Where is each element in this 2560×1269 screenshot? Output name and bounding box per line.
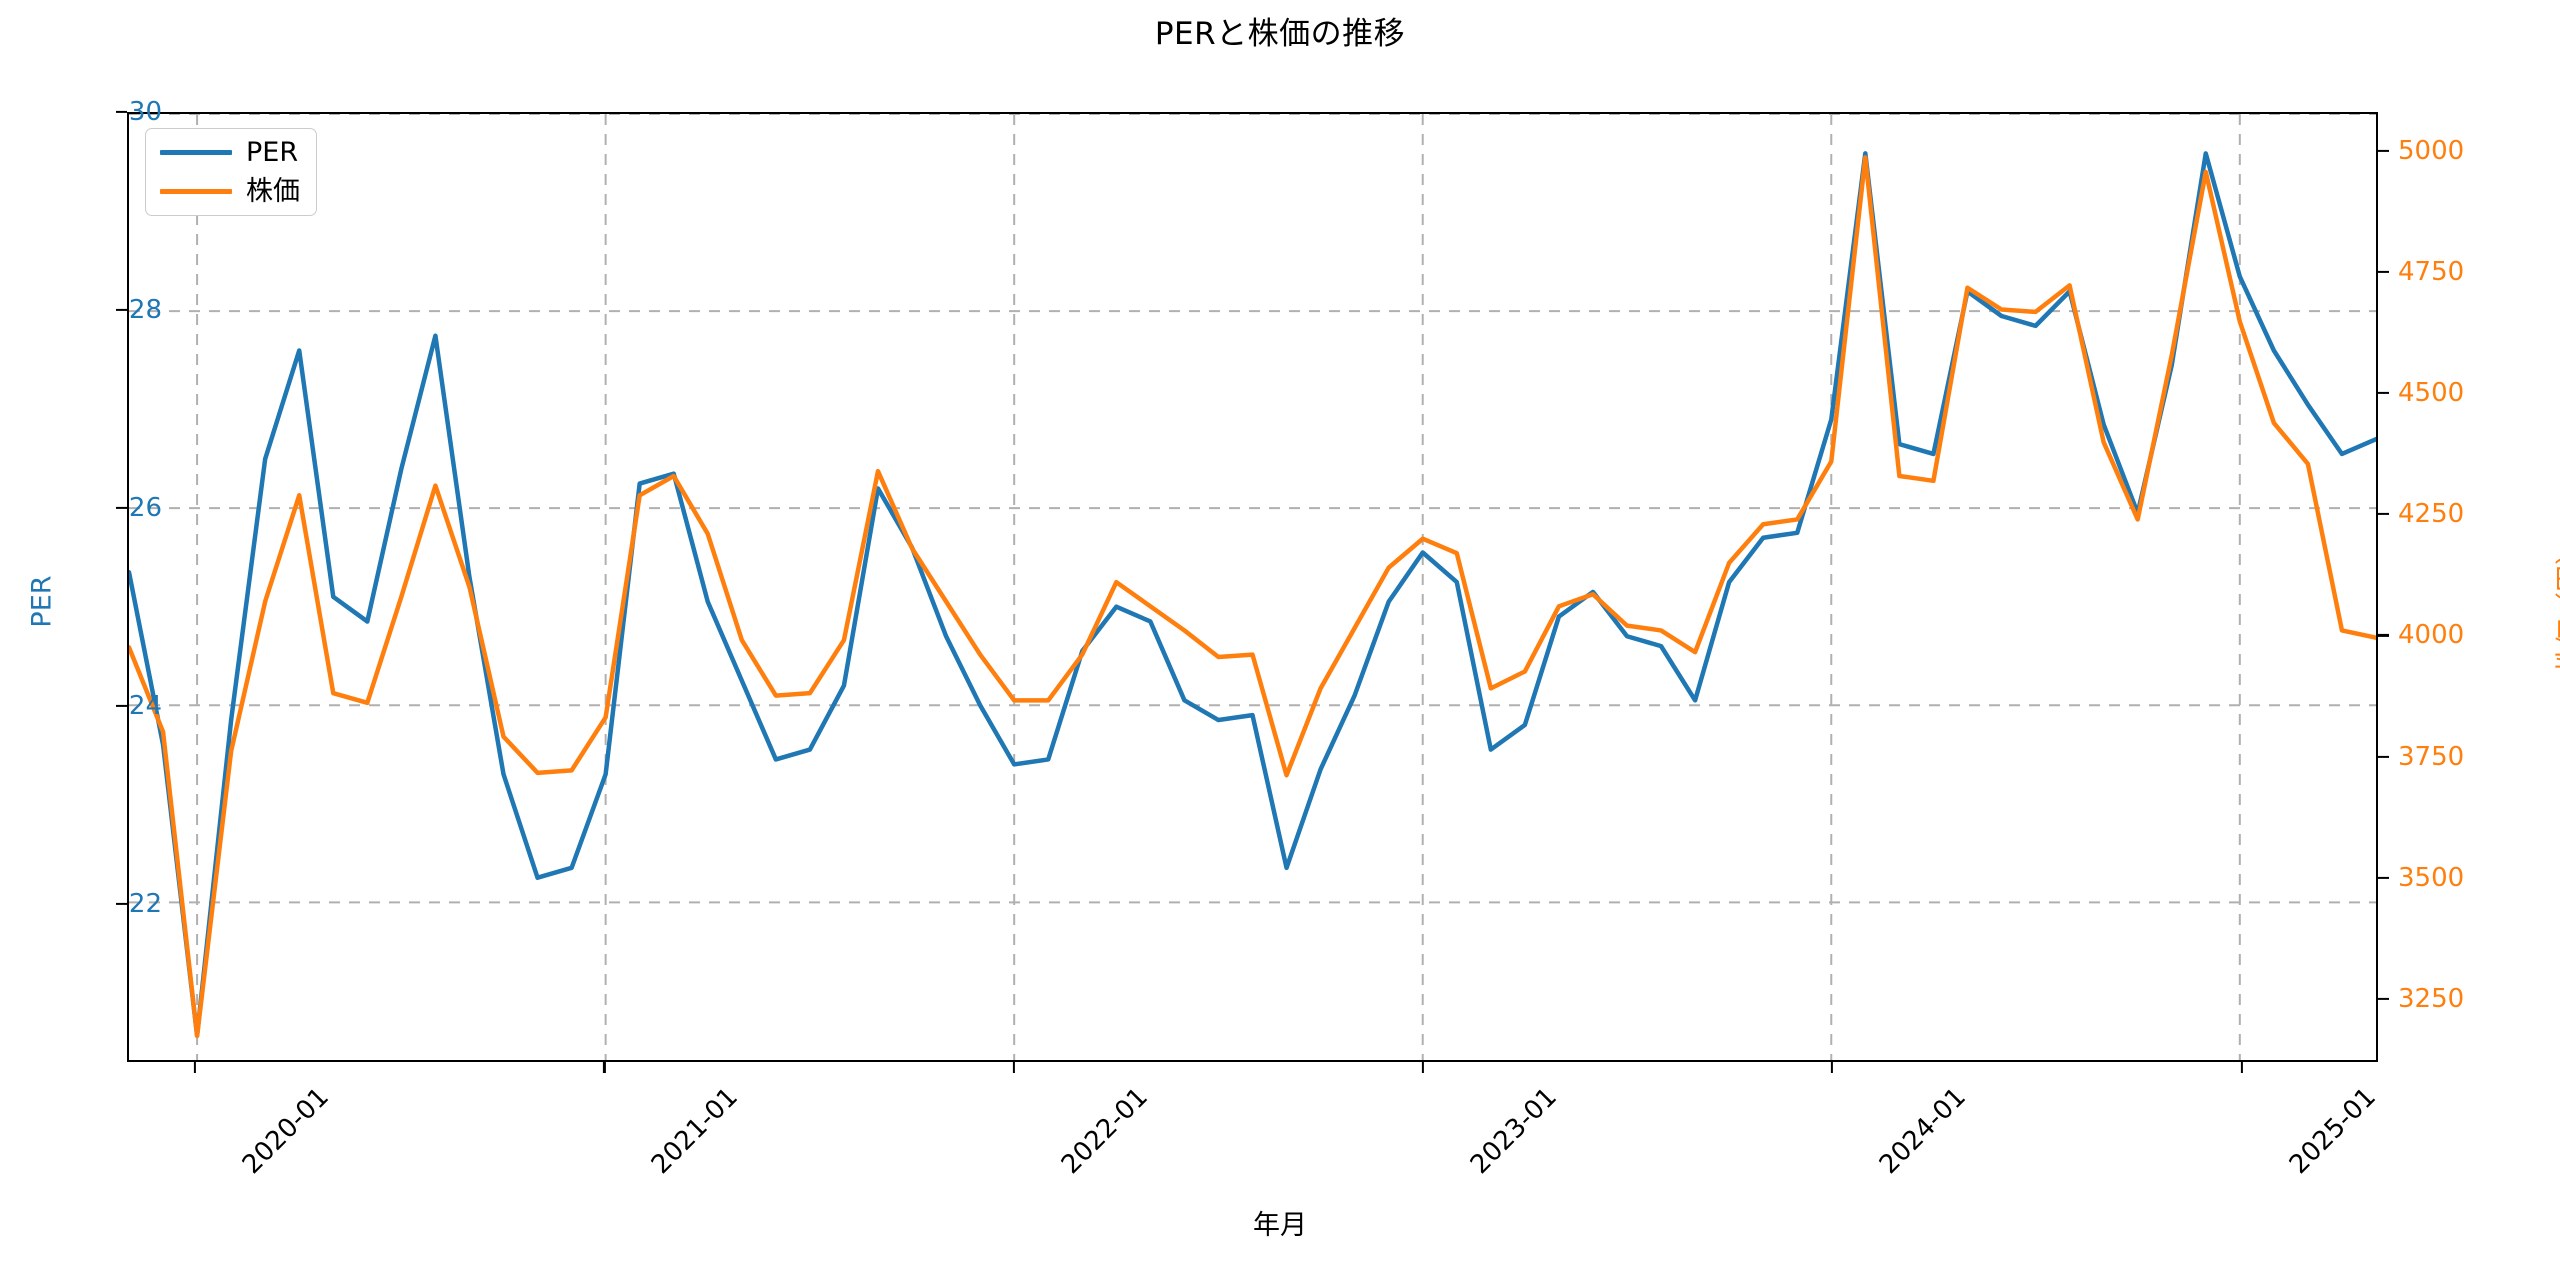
series-lines [129, 153, 2376, 1035]
y-axis-right-tick-mark [2378, 755, 2389, 758]
y-axis-left-tick-mark [116, 506, 127, 509]
x-axis-tick-mark [2240, 1062, 2243, 1073]
x-axis-tick-mark [1421, 1062, 1425, 1073]
y-axis-right-tick-mark [2378, 634, 2389, 637]
y-axis-right-tick-mark [2378, 149, 2389, 152]
y-axis-left-tick-mark [116, 308, 127, 311]
y-axis-left-tick-mark [116, 110, 127, 114]
y-axis-right-tick-label: 4250 [2398, 499, 2465, 530]
legend-item-per[interactable]: PER [160, 139, 300, 166]
legend-label-per: PER [246, 137, 299, 168]
x-axis-tick-label: 2020-01 [237, 1082, 336, 1181]
y-axis-left-tick-label: 26 [128, 492, 162, 523]
y-axis-right-tick-label: 5000 [2398, 135, 2465, 166]
legend-swatch-per [160, 150, 232, 155]
y-axis-left-tick-mark [116, 902, 127, 905]
x-axis-tick-label: 2023-01 [1464, 1082, 1563, 1181]
x-axis-tick-mark [1831, 1062, 1834, 1073]
y-axis-right-tick-mark [2378, 392, 2389, 395]
y-axis-right-tick-label: 3250 [2398, 983, 2465, 1014]
x-axis-tick-mark [194, 1062, 197, 1073]
y-axis-left-tick-label: 22 [128, 888, 162, 919]
chart-legend[interactable]: PER 株価 [145, 128, 317, 216]
plot-area [127, 112, 2378, 1062]
y-axis-left-tick-label: 24 [128, 690, 162, 721]
legend-swatch-kabuka [160, 189, 232, 194]
y-axis-left-tick-mark [116, 704, 127, 707]
y-axis-left-tick-label: 30 [128, 97, 162, 127]
y-axis-left-label: PER [26, 575, 58, 628]
y-axis-left-tick-label: 28 [128, 294, 162, 325]
y-axis-right-tick-mark [2378, 876, 2389, 879]
legend-label-kabuka: 株価 [246, 176, 300, 207]
gridlines [129, 114, 2376, 1060]
x-axis-label: 年月 [1253, 1210, 1307, 1241]
y-axis-right-tick-label: 3750 [2398, 741, 2465, 772]
y-axis-right-label: 株価（円） [2554, 538, 2560, 673]
plot-svg [129, 114, 2376, 1060]
legend-item-kabuka[interactable]: 株価 [160, 178, 300, 205]
y-axis-right-tick-label: 3500 [2398, 862, 2465, 893]
y-axis-right-tick-label: 4500 [2398, 378, 2465, 409]
x-axis-tick-mark [603, 1062, 606, 1073]
y-axis-right-tick-label: 4750 [2398, 256, 2465, 287]
x-axis-tick-label: 2024-01 [1874, 1082, 1973, 1181]
y-axis-right-tick-mark [2378, 997, 2389, 1001]
series-line-per [129, 153, 2376, 1035]
x-axis-tick-mark [1012, 1062, 1015, 1073]
x-axis-tick-label: 2025-01 [2283, 1082, 2382, 1181]
series-line-kabuka [129, 157, 2376, 1035]
x-axis-tick-label: 2021-01 [646, 1082, 745, 1181]
x-axis-tick-label: 2022-01 [1055, 1082, 1154, 1181]
y-axis-right-tick-mark [2378, 513, 2389, 516]
chart-title: PERと株価の推移 [1154, 16, 1406, 52]
y-axis-right-tick-mark [2378, 270, 2389, 274]
y-axis-right-tick-label: 4000 [2398, 620, 2465, 651]
